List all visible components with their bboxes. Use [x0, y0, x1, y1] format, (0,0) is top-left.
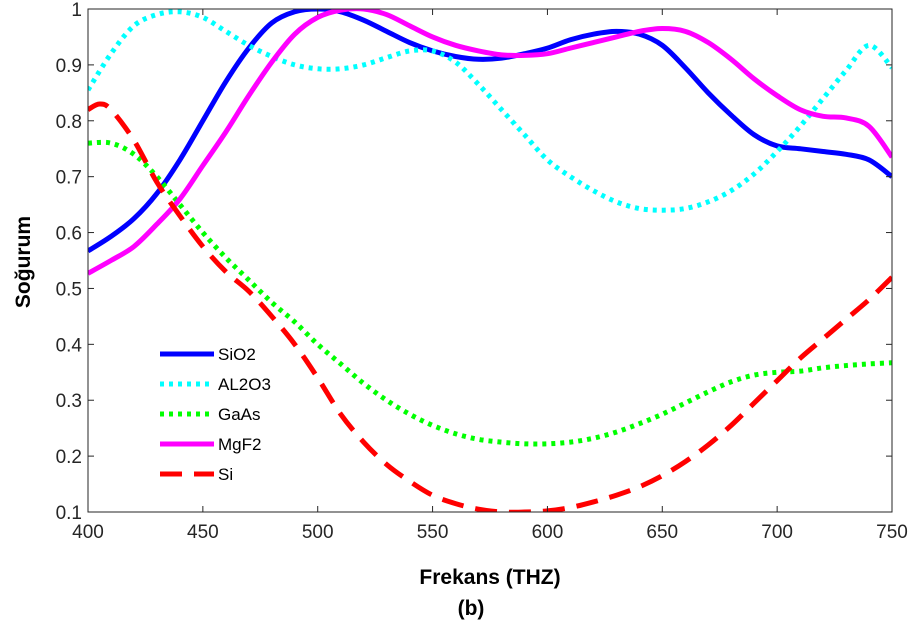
plot-area — [88, 9, 892, 512]
legend-label-gaas: GaAs — [218, 405, 261, 424]
series-line-gaas — [88, 139, 892, 447]
y-tick-label: 0.8 — [56, 112, 82, 133]
series-layer — [88, 9, 892, 512]
x-tick-label: 450 — [187, 522, 219, 543]
x-tick-label: 550 — [417, 522, 449, 543]
x-tick-label: 600 — [532, 522, 564, 543]
legend-label-si: Si — [218, 465, 233, 484]
y-axis-title: Soğurum — [12, 216, 35, 308]
y-tick-label: 0.5 — [56, 279, 82, 300]
x-tick-label: 650 — [646, 522, 678, 543]
x-tick-label: 700 — [761, 522, 793, 543]
axes-box — [87, 8, 893, 513]
y-tick-label: 0.4 — [56, 335, 83, 356]
y-tick-label: 0.6 — [56, 224, 82, 245]
legend-label-sio2: SiO2 — [218, 345, 256, 364]
y-tick-label: 1 — [71, 0, 82, 21]
legend-label-mgf2: MgF2 — [218, 435, 261, 454]
series-line-sio2 — [88, 9, 892, 254]
legend: SiO2 AL2O3 GaAs MgF2 Si — [160, 345, 271, 484]
series-line-mgf2 — [88, 9, 892, 276]
series-line-si — [88, 101, 892, 512]
y-axis-ticks: 0.1 0.2 0.3 0.4 0.5 0.6 0.7 0.8 0.9 1 — [56, 0, 892, 524]
y-tick-label: 0.7 — [56, 168, 82, 189]
x-tick-label: 400 — [72, 522, 104, 543]
figure-caption: (b) — [458, 597, 485, 620]
y-tick-label: 0.2 — [56, 447, 82, 468]
legend-label-al2o3: AL2O3 — [218, 375, 271, 394]
x-tick-label: 500 — [302, 522, 334, 543]
x-axis-ticks: 400 450 500 550 600 650 700 750 — [72, 9, 908, 543]
x-tick-label: 750 — [876, 522, 908, 543]
y-tick-label: 0.3 — [56, 391, 82, 412]
x-axis-title: Frekans (THZ) — [419, 566, 560, 589]
y-tick-label: 0.1 — [56, 503, 82, 524]
y-tick-label: 0.9 — [56, 56, 82, 77]
series-line-al2o3 — [88, 9, 892, 213]
